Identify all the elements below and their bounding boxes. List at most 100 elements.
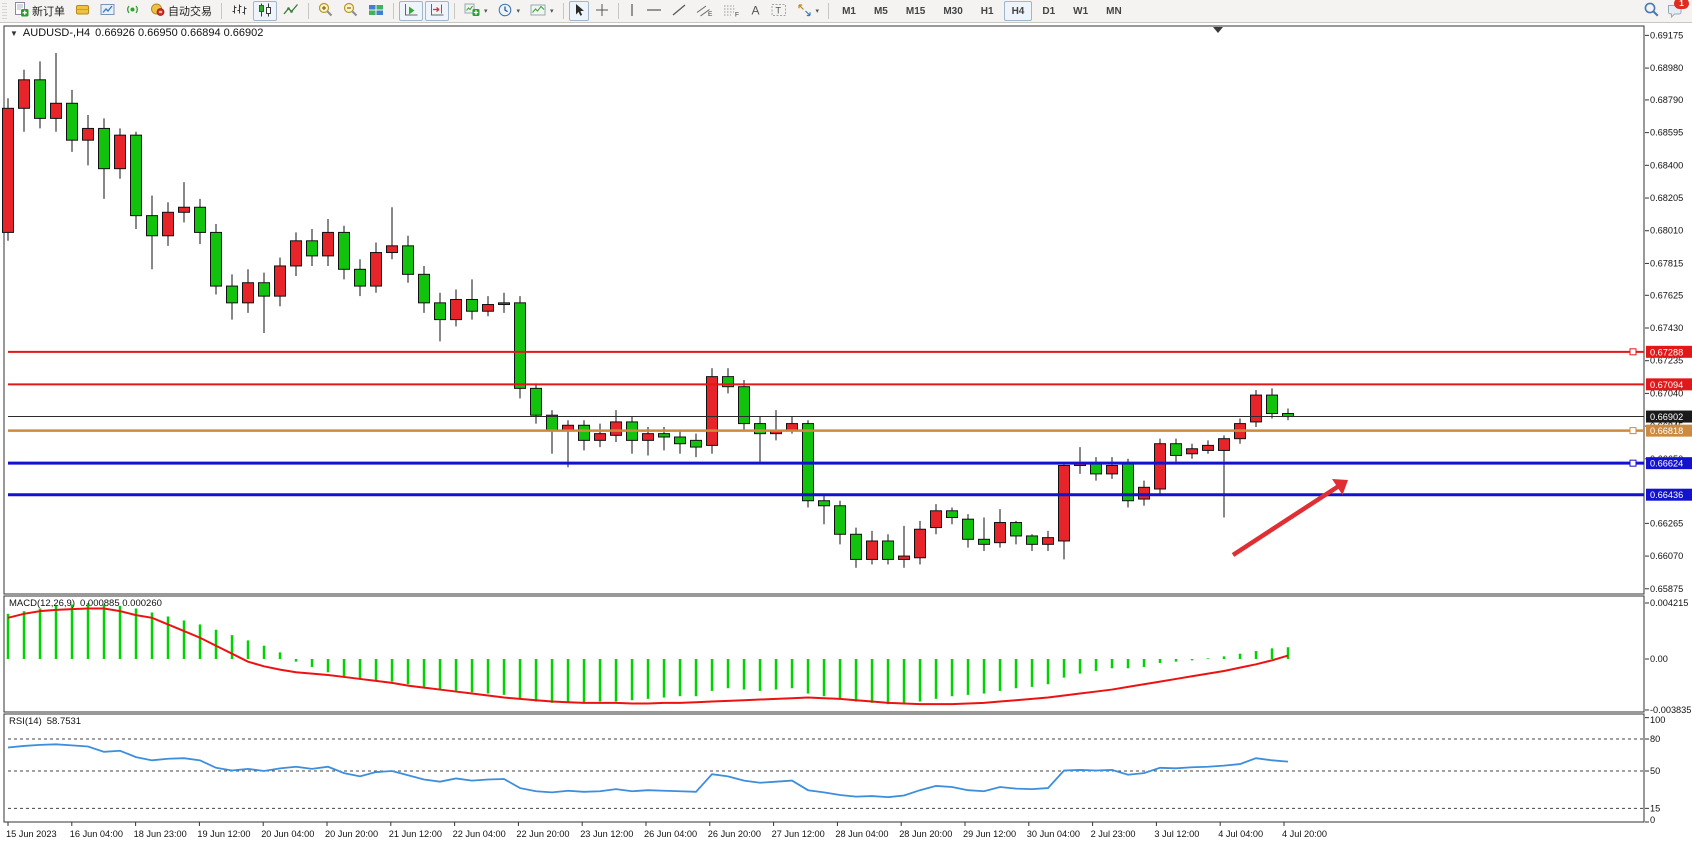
tile-windows-icon [368, 3, 384, 20]
candle [1010, 520, 1022, 545]
zoom-in-button[interactable] [314, 1, 337, 21]
auto-scroll-button[interactable] [399, 1, 423, 21]
horizontal-line-icon [646, 3, 662, 20]
time-tick-label: 2 Jul 23:00 [1091, 829, 1136, 839]
resistance-line-handle[interactable] [1629, 348, 1637, 356]
timeframe-M5-button-label: M5 [873, 5, 888, 17]
price-badge-label: 0.66818 [1650, 426, 1683, 436]
search-icon[interactable] [1643, 1, 1660, 21]
trend-arrow-annotation[interactable] [1231, 478, 1348, 557]
timeframe-H4-button[interactable]: H4 [1003, 1, 1033, 21]
time-tick-label: 3 Jul 12:00 [1154, 829, 1199, 839]
market-watch-button[interactable] [96, 1, 119, 21]
candle [466, 279, 478, 320]
text-icon: A [750, 3, 761, 20]
candle [386, 207, 398, 260]
price-tick-label: 0.68400 [1650, 160, 1683, 170]
vertical-line-button[interactable] [624, 1, 640, 21]
candle [1026, 534, 1038, 552]
candle [258, 272, 270, 334]
bar-chart-icon [231, 3, 247, 20]
bar-chart-button[interactable] [227, 1, 251, 21]
time-tick-label: 26 Jun 04:00 [644, 829, 697, 839]
timeframe-MN-button[interactable]: MN [1098, 1, 1130, 21]
chart-cube-button[interactable] [71, 1, 94, 21]
candle [194, 198, 206, 245]
chart-shift-button[interactable] [425, 1, 449, 21]
candle [1202, 440, 1214, 454]
chevron-down-icon[interactable]: ▾ [815, 8, 820, 15]
timeframe-D1-button[interactable]: D1 [1034, 1, 1063, 21]
price-tick-label: 0.69175 [1650, 30, 1683, 40]
auto-trading-button[interactable]: 自动交易 [146, 1, 216, 21]
candle-chart-icon [257, 3, 273, 20]
horizontal-line-button[interactable] [642, 1, 666, 21]
toolbar-separator [454, 3, 455, 19]
ohlc-values: 0.66926 0.66950 0.66894 0.66902 [95, 27, 264, 39]
chart-shift-marker-icon[interactable] [1213, 27, 1223, 33]
timeframe-M30-button-label: M30 [943, 5, 963, 17]
candle [930, 504, 942, 535]
price-badge [1646, 457, 1692, 470]
chevron-down-icon[interactable]: ▾ [516, 8, 521, 15]
candle [1170, 438, 1182, 463]
candle [290, 232, 302, 277]
price-badge-label: 0.66436 [1650, 490, 1683, 500]
equidistant-channel-button[interactable]: E [692, 1, 717, 21]
zoom-out-button[interactable] [339, 1, 362, 21]
chart-dropdown-icon[interactable]: ▼ [10, 29, 18, 38]
pivot-line-handle[interactable] [1629, 427, 1637, 435]
candle [1122, 458, 1134, 508]
chevron-down-icon[interactable]: ▾ [484, 8, 488, 15]
timeframe-H1-button[interactable]: H1 [973, 1, 1002, 21]
timeframe-M1-button-label: M1 [842, 5, 856, 17]
notifications-icon[interactable]: 1 [1666, 0, 1689, 21]
periods-icon [498, 3, 513, 20]
periods-button[interactable]: ▾ [494, 1, 525, 21]
time-tick-label: 23 Jun 12:00 [580, 829, 633, 839]
timeframe-M15-button-label: M15 [905, 5, 926, 17]
timeframe-W1-button[interactable]: W1 [1065, 1, 1096, 21]
crosshair-button[interactable] [591, 1, 613, 21]
cursor-button[interactable] [568, 1, 589, 21]
signal-button[interactable] [121, 1, 144, 21]
rsi-panel [3, 713, 1645, 823]
candle [514, 296, 526, 399]
candle [738, 379, 750, 431]
timeframe-W1-button-label: W1 [1073, 5, 1089, 17]
price-tick-label: 0.67625 [1650, 290, 1683, 300]
timeframe-M15-button[interactable]: M15 [898, 1, 933, 21]
rsi-line [7, 743, 1289, 799]
support-line-handle[interactable] [1629, 459, 1637, 467]
time-tick-label: 18 Jun 23:00 [134, 829, 187, 839]
rsi-axis-label: 50 [1650, 766, 1660, 776]
trendline-button[interactable] [668, 1, 690, 21]
chevron-down-icon[interactable]: ▾ [550, 8, 554, 15]
symbol-period-label: AUDUSD-,H4 [22, 27, 91, 39]
line-chart-button[interactable] [279, 1, 303, 21]
arrows-button[interactable]: ▾ [793, 1, 824, 21]
price-badge [1646, 345, 1692, 358]
candle [354, 259, 366, 297]
new-order-button[interactable]: 新订单 [10, 1, 69, 21]
timeframe-M1-button[interactable]: M1 [834, 1, 864, 21]
candle [82, 115, 94, 166]
auto-trading-icon [150, 3, 165, 19]
time-tick-label: 28 Jun 20:00 [899, 829, 952, 839]
text-button[interactable]: A [746, 1, 765, 21]
time-tick-label: 30 Jun 04:00 [1027, 829, 1080, 839]
timeframe-M30-button[interactable]: M30 [935, 1, 970, 21]
text-label-button[interactable]: T [767, 1, 791, 21]
timeframe-M5-button[interactable]: M5 [866, 1, 896, 21]
indicators-button[interactable]: ▾ [460, 1, 492, 21]
fibonacci-button[interactable]: F [719, 1, 744, 21]
candle [18, 69, 30, 132]
candle [98, 118, 110, 199]
templates-button[interactable]: ▾ [526, 1, 558, 21]
time-tick-label: 22 Jun 20:00 [516, 829, 569, 839]
candle-chart-button[interactable] [253, 1, 277, 21]
text-label-icon: T [771, 3, 787, 20]
tile-windows-button[interactable] [364, 1, 388, 21]
toolbar-separator [393, 3, 394, 19]
